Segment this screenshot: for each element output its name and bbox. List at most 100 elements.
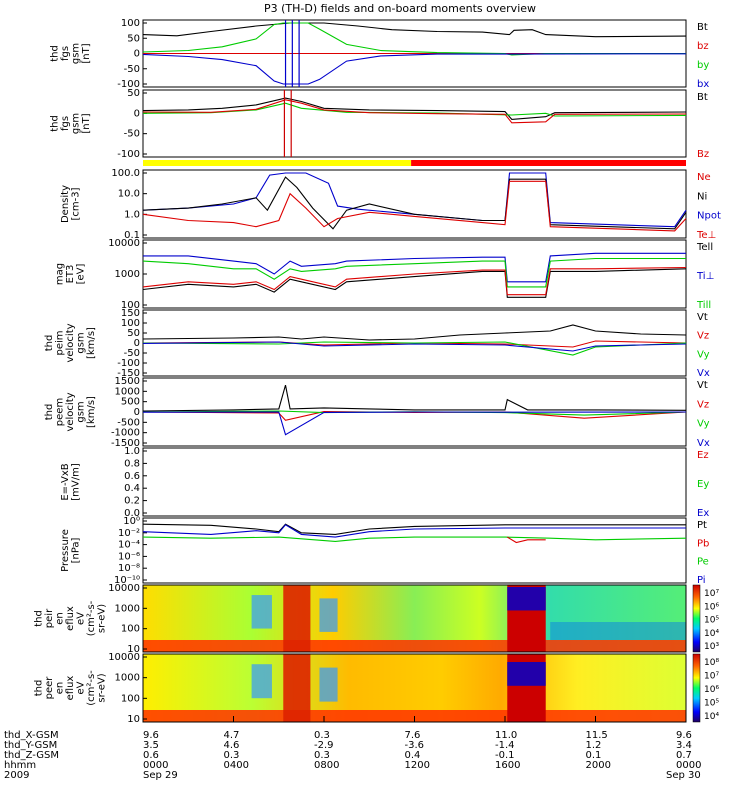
- y-axis-label-line: gsm: [76, 401, 87, 422]
- colorbar-tick-label: 10⁴: [704, 629, 719, 639]
- y-axis-label-line: en: [55, 612, 66, 625]
- y-tick-label: -150: [117, 368, 140, 379]
- y-axis-label-line: thd: [44, 404, 55, 421]
- y-axis-label-line: E=-VxB: [60, 463, 71, 500]
- colorbar-tick-label: 10⁵: [704, 699, 719, 709]
- y-axis-label-line: (cm²-s-: [86, 670, 97, 706]
- y-tick-label: 0.0: [124, 508, 140, 519]
- y-axis-label-line: peim: [55, 330, 66, 355]
- series-line-Te: [142, 266, 687, 296]
- y-tick-label: -50: [124, 64, 140, 75]
- y-tick-label: 0: [134, 108, 140, 119]
- colorbar: [692, 653, 701, 723]
- series-line-Vt: [142, 324, 687, 341]
- series-line-Ti: [143, 252, 686, 283]
- start-date-label: Sep 29: [143, 770, 178, 781]
- ephemeris-value: -1.4: [495, 740, 515, 751]
- y-axis-label-line: peem: [55, 398, 66, 426]
- spectrogram-patch: [319, 667, 338, 702]
- y-tick-label: 100: [121, 318, 140, 329]
- y-axis-label: thdfgsgsm[nT]: [49, 113, 92, 134]
- y-tick-label: 10⁰: [123, 516, 140, 527]
- y-tick-label: 0: [134, 407, 140, 418]
- y-axis-label-line: [nPa]: [70, 537, 81, 563]
- y-tick-label: 1.0: [124, 446, 140, 457]
- panel-4: 10000 1000 100 magET3[eV] Tell Ti⊥ Till: [55, 238, 715, 311]
- panel-frame: [142, 517, 687, 584]
- y-tick-label: -50: [124, 348, 140, 359]
- spectrogram-low-band: [143, 640, 686, 652]
- y-axis-label-line: Pressure: [60, 529, 71, 572]
- y-axis-label: Density[cm-3]: [60, 185, 82, 223]
- status-bar-segment: [143, 160, 412, 166]
- panel-frame: [142, 169, 687, 239]
- ephemeris-row-label: thd_X-GSM: [4, 730, 59, 741]
- ephemeris-value: 0.3: [314, 730, 330, 741]
- colorbar-tick-label: 10³: [704, 642, 719, 652]
- ephemeris-value: 11.0: [495, 730, 517, 741]
- y-tick-label: 0.1: [124, 230, 140, 241]
- hour-tick-label: 0000: [676, 760, 701, 771]
- y-axis-label: magET3[eV]: [55, 263, 87, 285]
- y-tick-label: 1000: [115, 269, 140, 280]
- spectrogram-patch: [319, 598, 338, 632]
- legend-entry: Bz: [697, 149, 709, 160]
- ephemeris-value: 0.6: [143, 750, 159, 761]
- ephemeris-value: 1.2: [586, 740, 602, 751]
- panel-10: 10⁸ 10⁷ 10⁶ 10⁵ 10⁴ 10000 1000 100 10 thdpeerenef…: [34, 652, 720, 725]
- y-axis-label-line: thd: [49, 115, 60, 132]
- legend-entry: Vx: [697, 368, 710, 379]
- legend-entry: Vy: [697, 419, 710, 430]
- y-axis-label-line: (cm²-s-: [86, 600, 97, 636]
- legend-entry: Vz: [697, 331, 709, 342]
- y-tick-label: 50: [127, 33, 140, 44]
- ephemeris-value: 3.5: [143, 740, 159, 751]
- legend-entry: Ez: [697, 450, 709, 461]
- y-axis-label-line: velocity: [65, 392, 76, 431]
- legend-entry: Bt: [697, 22, 708, 33]
- spectrogram-burst: [283, 654, 311, 722]
- colorbar-tick-label: 10⁷: [704, 672, 719, 682]
- hour-tick-label: 1600: [495, 760, 520, 771]
- y-tick-label: 1000: [115, 673, 140, 684]
- legend-entry: Vt: [697, 312, 708, 323]
- y-axis-label-line: [nT]: [81, 43, 92, 63]
- legend-entry: Pt: [697, 520, 707, 531]
- y-tick-label: 10⁻¹⁰: [114, 575, 140, 586]
- year-label: 2009: [4, 770, 29, 781]
- spectrogram-burst: [507, 662, 546, 686]
- series-line-Ni: [142, 176, 687, 230]
- series-line-Vx: [142, 411, 687, 436]
- panel-frame: [142, 89, 687, 158]
- series-line-Pb: [507, 536, 546, 544]
- series-line-Npot: [142, 172, 687, 228]
- y-axis-label-line: eV: [76, 612, 87, 625]
- y-axis-label-line: eflux: [65, 606, 76, 631]
- y-tick-label: 10: [127, 714, 140, 725]
- y-tick-label: 10⁻⁶: [118, 551, 140, 562]
- y-tick-label: -500: [117, 417, 140, 428]
- ephemeris-row-label: thd_Z-GSM: [4, 750, 59, 761]
- series-line-Bt: [142, 97, 687, 120]
- y-axis-label-line: [km/s]: [86, 396, 97, 428]
- y-tick-label: 100: [121, 18, 140, 29]
- spectrogram-burst: [507, 587, 546, 611]
- y-axis-label-line: [nT]: [81, 113, 92, 133]
- y-axis-label-line: en: [55, 682, 66, 695]
- y-tick-label: 50: [127, 88, 140, 99]
- legend-entry: Vt: [697, 380, 708, 391]
- time-axis: thd_X-GSM 9.6 4.7 0.3 7.6 11.0 11.5 9.6 thd_Y-GS…: [4, 716, 701, 781]
- series-line-Bt: [142, 22, 687, 38]
- y-tick-label: 10000: [108, 652, 140, 663]
- y-tick-label: -100: [117, 358, 140, 369]
- y-axis-label-line: eflux: [65, 676, 76, 701]
- legend-entry: Ex: [697, 508, 709, 519]
- ephemeris-value: 4.6: [224, 740, 240, 751]
- y-axis-label-line: Density: [60, 185, 71, 223]
- spectrogram-patch: [251, 595, 272, 629]
- ephemeris-value: 0.1: [586, 750, 602, 761]
- panel-frame: [142, 584, 687, 653]
- y-tick-label: 1000: [115, 603, 140, 614]
- hour-tick-label: 1200: [405, 760, 430, 771]
